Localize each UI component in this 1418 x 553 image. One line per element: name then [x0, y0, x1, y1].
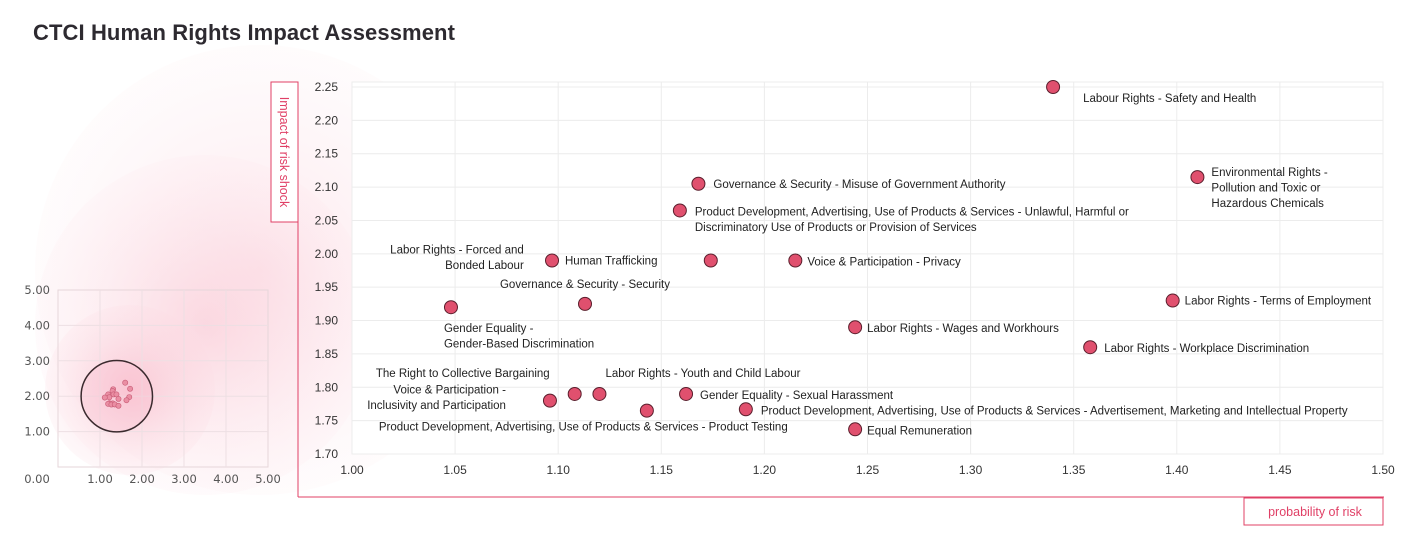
- mini-y-tick-label: 1.00: [24, 425, 50, 439]
- point-label: Hazardous Chemicals: [1211, 198, 1324, 210]
- point-label: Labor Rights - Wages and Workhours: [867, 323, 1059, 335]
- scatter-point[interactable]: [679, 386, 694, 401]
- scatter-point[interactable]: [848, 320, 863, 335]
- scatter-point[interactable]: [691, 176, 706, 191]
- point-label: Product Development, Advertising, Use of…: [695, 206, 1129, 218]
- point-label: Labor Rights - Workplace Discrimination: [1104, 343, 1309, 355]
- mini-y-tick-label: 2.00: [24, 389, 50, 403]
- point-label: Inclusivity and Participation: [367, 400, 506, 412]
- x-tick-label: 1.25: [856, 463, 880, 477]
- scatter-point[interactable]: [443, 300, 458, 315]
- mini-y-tick-label: 4.00: [24, 318, 50, 332]
- scatter-point[interactable]: [1046, 80, 1061, 94]
- point-label: Voice & Participation -: [393, 385, 506, 397]
- point-label: Discriminatory Use of Products or Provis…: [695, 222, 977, 234]
- scatter-point[interactable]: [848, 422, 863, 437]
- point-label: Environmental Rights -: [1211, 167, 1327, 179]
- scatter-point[interactable]: [545, 253, 560, 268]
- scatter-point[interactable]: [788, 253, 803, 268]
- x-tick-label: 1.20: [753, 463, 777, 477]
- mini-x-tick-label: 2.00: [129, 472, 155, 486]
- point-label: Labor Rights - Forced and: [390, 244, 524, 256]
- mini-point: [115, 402, 122, 409]
- point-label: Gender Equality - Sexual Harassment: [700, 390, 894, 402]
- x-axis-label-box: [1243, 497, 1384, 526]
- scatter-point[interactable]: [567, 386, 582, 401]
- scatter-point[interactable]: [639, 403, 654, 418]
- y-tick-label: 2.25: [315, 80, 339, 94]
- y-tick-label: 2.15: [315, 147, 339, 161]
- mini-x-tick-label: 3.00: [171, 472, 197, 486]
- y-tick-label: 1.90: [315, 314, 339, 328]
- mini-x-tick-label: 1.00: [87, 472, 113, 486]
- scatter-point[interactable]: [672, 203, 687, 218]
- y-tick-label: 1.80: [315, 380, 339, 394]
- mini-x-tick-label: 5.00: [255, 472, 281, 486]
- mini-x-tick-label: 4.00: [213, 472, 239, 486]
- mini-plot-border: [57, 289, 269, 468]
- y-axis-label: Impact of risk shock: [277, 97, 291, 208]
- y-tick-label: 2.00: [315, 247, 339, 261]
- page-title: CTCI Human Rights Impact Assessment: [33, 20, 455, 45]
- mini-point: [123, 397, 130, 404]
- point-label: Product Development, Advertising, Use of…: [379, 422, 788, 434]
- y-tick-label: 2.10: [315, 180, 339, 194]
- y-tick-label: 1.75: [315, 414, 339, 428]
- x-tick-label: 1.15: [650, 463, 674, 477]
- scatter-point[interactable]: [1083, 340, 1098, 355]
- mini-point: [122, 379, 129, 386]
- x-tick-label: 1.30: [959, 463, 983, 477]
- y-tick-label: 1.85: [315, 347, 339, 361]
- x-axis-label: probability of risk: [1268, 505, 1363, 519]
- point-label: Pollution and Toxic or: [1211, 183, 1320, 195]
- point-label: Governance & Security - Security: [500, 279, 670, 291]
- scatter-point[interactable]: [703, 253, 718, 268]
- x-tick-label: 1.05: [443, 463, 467, 477]
- x-tick-label: 1.40: [1165, 463, 1189, 477]
- point-label: Labour Rights - Safety and Health: [1083, 93, 1256, 105]
- point-label: Bonded Labour: [445, 260, 524, 272]
- x-tick-label: 1.00: [340, 463, 364, 477]
- y-tick-label: 2.05: [315, 213, 339, 227]
- mini-point: [115, 395, 122, 402]
- y-tick-label: 1.70: [315, 447, 339, 461]
- mini-x-tick-label: 0.00: [24, 472, 50, 486]
- point-label: Labor Rights - Youth and Child Labour: [605, 368, 800, 380]
- scatter-point[interactable]: [592, 386, 607, 401]
- x-tick-label: 1.35: [1062, 463, 1086, 477]
- point-label: Labor Rights - Terms of Employment: [1185, 296, 1372, 308]
- x-tick-label: 1.10: [547, 463, 571, 477]
- point-label: Gender-Based Discrimination: [444, 339, 594, 351]
- point-label: Governance & Security - Misuse of Govern…: [713, 179, 1005, 191]
- y-tick-label: 1.95: [315, 280, 339, 294]
- point-label: Equal Remuneration: [867, 425, 972, 437]
- point-label: Human Trafficking: [565, 255, 657, 267]
- plot-border: [351, 81, 1384, 455]
- scatter-point[interactable]: [738, 402, 753, 417]
- x-tick-label: 1.45: [1268, 463, 1292, 477]
- mini-point: [127, 385, 134, 392]
- point-label: Gender Equality -: [444, 323, 534, 335]
- y-tick-label: 2.20: [315, 113, 339, 127]
- scatter-point[interactable]: [542, 393, 557, 408]
- scatter-point[interactable]: [578, 296, 593, 311]
- point-label: Voice & Participation - Privacy: [807, 256, 961, 268]
- point-label: Product Development, Advertising, Use of…: [761, 405, 1348, 417]
- point-label: The Right to Collective Bargaining: [376, 368, 550, 380]
- scatter-point[interactable]: [1190, 170, 1205, 185]
- mini-point: [101, 394, 108, 401]
- y-axis-label-box: [270, 81, 299, 223]
- scatter-point[interactable]: [1165, 293, 1180, 308]
- mini-y-tick-label: 3.00: [24, 354, 50, 368]
- mini-y-tick-label: 5.00: [24, 283, 50, 297]
- x-tick-label: 1.50: [1371, 463, 1395, 477]
